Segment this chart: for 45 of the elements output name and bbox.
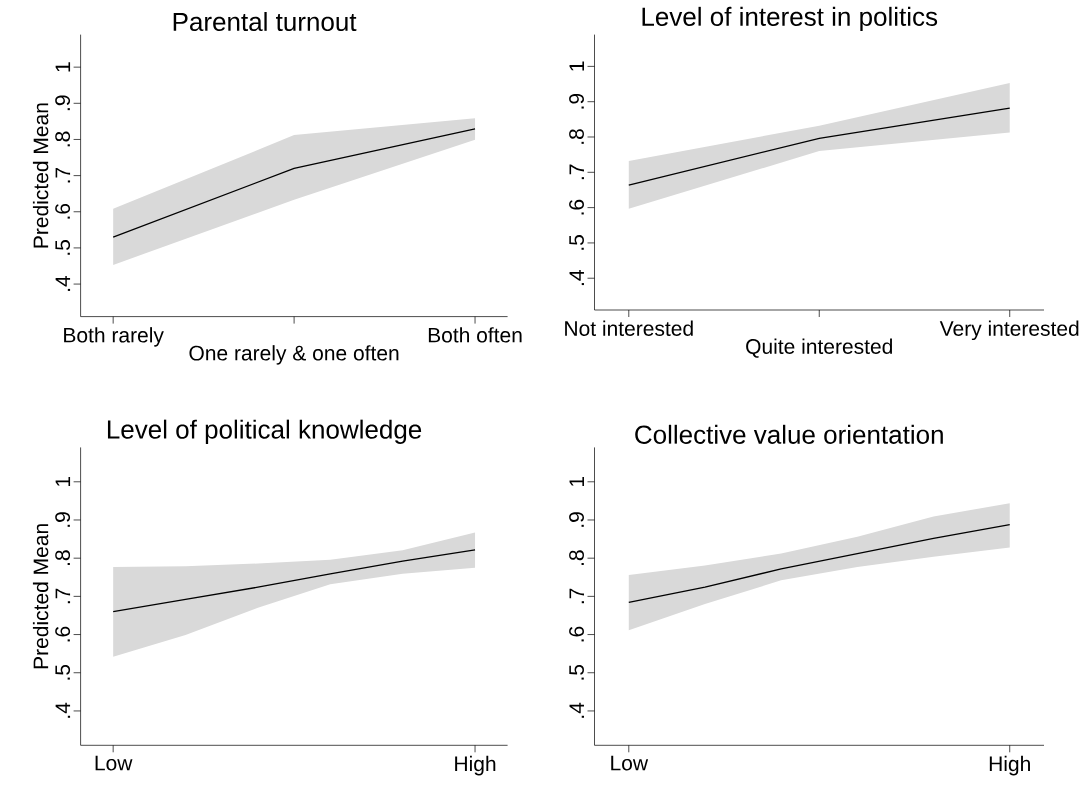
x-tick-label: Not interested [565, 320, 693, 336]
y-tick-label: .6 [55, 203, 71, 219]
y-tick-label: 1 [55, 62, 71, 72]
y-tick-label: .8 [569, 550, 584, 566]
chart-title: Level of political knowledge [107, 419, 422, 444]
y-tick-label: .4 [55, 275, 71, 291]
x-tick-label: High [989, 755, 1030, 776]
y-tick-label: .6 [569, 199, 584, 215]
y-tick-label: .4 [55, 702, 71, 718]
y-tick-label: .9 [569, 93, 584, 109]
y-tick-label: 1 [55, 476, 71, 487]
y-tick-label: .4 [569, 270, 584, 286]
x-tick-label: Quite interested [746, 338, 892, 358]
y-tick-label: .7 [569, 588, 584, 604]
y-tick-label: .5 [569, 235, 584, 250]
y-tick-label: .4 [569, 702, 584, 718]
y-tick-label: .7 [55, 588, 71, 604]
y-tick-label: .9 [55, 95, 71, 111]
x-tick-label: High [455, 755, 496, 776]
y-tick-label: .5 [569, 664, 584, 680]
y-tick-label: .5 [55, 664, 71, 680]
y-tick-label: 1 [569, 476, 584, 487]
x-tick-label: Both rarely [64, 327, 164, 347]
y-tick-label: .7 [55, 167, 71, 183]
y-tick-label: 1 [569, 61, 584, 71]
x-tick-label: Very interested [939, 320, 1079, 341]
y-tick-label: .5 [55, 240, 71, 255]
line-series [112, 549, 476, 613]
y-tick-label: .9 [569, 512, 584, 527]
x-tick-label: Low [95, 755, 133, 771]
y-tick-label: .7 [569, 164, 584, 180]
y-tick-label: .8 [569, 129, 584, 144]
x-tick-label: One rarely & one often [189, 345, 399, 365]
y-axis-title: Predicted Mean [32, 103, 49, 248]
y-tick-label: .9 [55, 512, 71, 527]
y-tick-label: .8 [55, 131, 71, 147]
x-tick-label: Low [611, 755, 649, 771]
y-tick-label: .6 [55, 626, 71, 642]
y-axis-title: Predicted Mean [32, 524, 49, 669]
y-tick-label: .6 [569, 626, 584, 642]
chart-title: Level of interest in politics [642, 6, 938, 32]
chart-title: Parental turnout [173, 11, 357, 32]
chart-title: Collective value orientation [635, 424, 943, 444]
x-tick-label: Both often [428, 327, 522, 343]
y-tick-label: .8 [55, 550, 71, 566]
